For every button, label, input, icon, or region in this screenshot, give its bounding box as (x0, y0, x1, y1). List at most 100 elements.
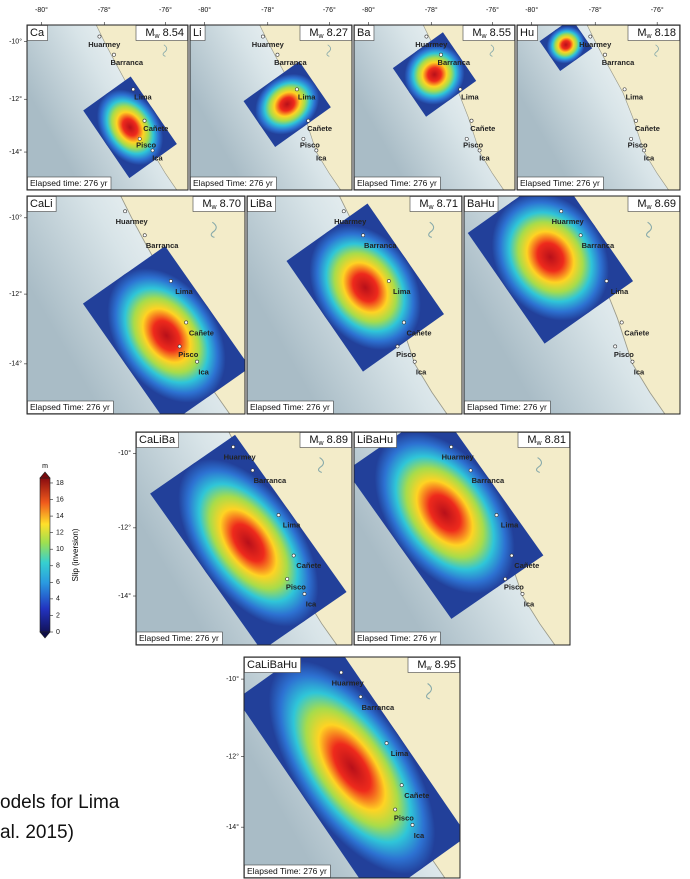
city-dot (143, 119, 146, 122)
city-label: Ica (306, 600, 317, 609)
lat-tick-label: -12° (118, 524, 131, 532)
map (27, 25, 188, 190)
lon-tick-label: -76° (159, 6, 172, 14)
city-dot (98, 35, 101, 38)
city-dot (303, 592, 306, 595)
mw-value: 8.70 (220, 198, 241, 210)
city-label: Pisco (614, 350, 634, 359)
city-dot (342, 210, 345, 213)
city-dot (521, 592, 524, 595)
city-label: Cañete (470, 124, 495, 133)
city-dot (385, 742, 388, 745)
colorbar-tick-label: 2 (56, 612, 60, 619)
elapsed-time: Elapsed Time: 276 yr (139, 633, 219, 643)
city-dot (589, 35, 592, 38)
city-dot (387, 279, 390, 282)
elapsed-time: Elapsed Time: 276 yr (520, 178, 600, 188)
city-label: Huarmey (332, 679, 365, 688)
map (27, 196, 250, 425)
mw-value: 8.71 (437, 198, 458, 210)
panel-label: LiBaHu (357, 434, 393, 446)
city-dot (232, 445, 235, 448)
colorbar-tick-label: 10 (56, 546, 64, 553)
lat-tick-label: -10° (9, 214, 22, 222)
colorbar-cap (40, 472, 50, 478)
elapsed-time: Elapsed Time: 276 yr (250, 402, 330, 412)
caption-line: al. 2015) (0, 822, 74, 843)
city-dot (413, 360, 416, 363)
colorbar-cap (40, 632, 50, 638)
city-dot (631, 360, 634, 363)
city-dot (195, 360, 198, 363)
city-dot (307, 119, 310, 122)
city-label: Pisco (396, 350, 416, 359)
city-label: Pisco (394, 813, 414, 822)
lon-tick-label: -80° (525, 6, 538, 14)
city-label: Barranca (274, 58, 307, 67)
map (136, 432, 352, 651)
city-label: Barranca (602, 58, 635, 67)
city-label: Ica (414, 831, 425, 840)
mw-value: 8.55 (490, 27, 511, 39)
city-label: Lima (298, 93, 316, 102)
mw-symbol: M (417, 659, 426, 671)
mw-subscript: w (481, 33, 488, 40)
panel-label: CaLiBa (139, 434, 176, 446)
city-dot (605, 279, 608, 282)
city-dot (579, 234, 582, 237)
map-panel: HuarmeyBarrancaLimaCañetePiscoIcaCaLiMw8… (9, 196, 250, 425)
city-label: Pisco (178, 350, 198, 359)
colorbar: m024681012141618Slip (inversion) (40, 463, 80, 638)
colorbar-tick-label: 0 (56, 629, 60, 636)
city-label: Huarmey (442, 453, 475, 462)
city-dot (124, 210, 127, 213)
city-label: Ica (524, 600, 535, 609)
colorbar-tick-label: 4 (56, 596, 60, 603)
city-dot (560, 210, 563, 213)
elapsed-time: Elapsed Time: 276 yr (30, 402, 110, 412)
city-dot (402, 321, 405, 324)
city-label: Cañete (307, 124, 332, 133)
city-dot (286, 577, 289, 580)
panel-label: BaHu (467, 198, 495, 210)
city-dot (359, 695, 362, 698)
mw-symbol: M (637, 27, 646, 39)
city-dot (185, 321, 188, 324)
city-dot (450, 445, 453, 448)
mw-subscript: w (428, 204, 435, 211)
city-label: Barranca (254, 476, 287, 485)
colorbar-tick-label: 12 (56, 529, 64, 536)
city-label: Huarmey (415, 40, 448, 49)
mw-symbol: M (202, 198, 211, 210)
city-label: Pisco (136, 140, 156, 149)
panel-label: CaLi (30, 198, 53, 210)
city-label: Huarmey (116, 217, 149, 226)
map-panel: HuarmeyBarrancaLimaCañetePiscoIcaCaLiBaM… (118, 432, 352, 651)
panel-label: Ca (30, 27, 45, 39)
lat-tick-label: -12° (9, 290, 22, 298)
lon-tick-label: -80° (198, 6, 211, 14)
colorbar-tick-label: 18 (56, 480, 64, 487)
city-dot (315, 149, 318, 152)
lon-tick-label: -76° (651, 6, 664, 14)
city-label: Huarmey (224, 453, 257, 462)
lon-tick-label: -78° (261, 6, 274, 14)
city-dot (478, 149, 481, 152)
city-dot (132, 88, 135, 91)
mw-symbol: M (145, 27, 154, 39)
mw-subscript: w (426, 665, 433, 672)
city-dot (603, 53, 606, 56)
elapsed-time: Elapsed Time: 276 yr (357, 633, 437, 643)
city-label: Ica (198, 368, 209, 377)
map (190, 25, 352, 190)
city-label: Lima (283, 521, 301, 530)
city-dot (504, 577, 507, 580)
city-label: Ica (479, 154, 490, 163)
map (247, 196, 462, 414)
mw-subscript: w (646, 204, 653, 211)
lat-tick-label: -14° (118, 592, 131, 600)
mw-symbol: M (472, 27, 481, 39)
city-label: Huarmey (552, 217, 585, 226)
